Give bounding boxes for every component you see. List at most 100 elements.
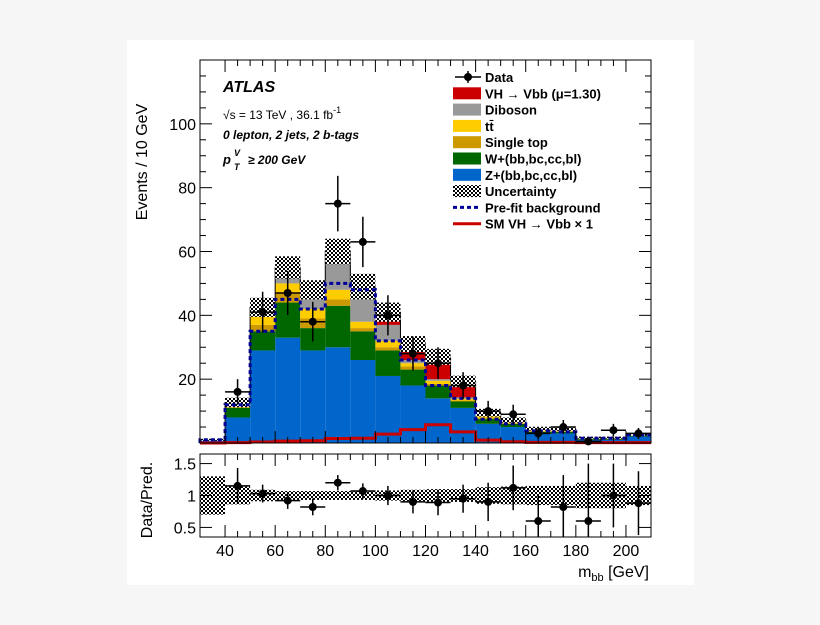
main-ytick-label-1: 40 [178,308,196,325]
uncertainty-bin-5 [325,238,351,265]
bar-wjets-bin-5 [325,305,351,348]
bar-zjets-bin-5 [325,347,351,443]
legend-label-3: tt̄ [485,119,494,134]
ratio-point-14 [584,517,593,526]
ratio-point-2 [283,496,292,505]
bar-singletop-bin-10 [450,400,476,402]
main-ytick-label-0: 20 [178,372,196,389]
bar-diboson-bin-9 [425,379,451,381]
uncertainty-bin-6 [350,273,376,300]
ratio-xtick-label-7: 180 [562,543,589,560]
data-point-11 [509,410,518,419]
bar-zjets-bin-12 [500,427,526,443]
energy-label-text: √s = 13 TeV , 36.1 fb [223,108,333,122]
data-point-7 [408,349,417,358]
data-point-13 [559,423,568,432]
legend-label-1: VH → Vbb (μ=1.30) [485,86,601,101]
data-point-16 [634,429,643,438]
main-axes: 20 40 60 80 100 [169,59,652,444]
bar-singletop-bin-6 [350,328,376,332]
bar-wjets-bin-8 [400,369,426,386]
legend-swatch-wjets [453,152,481,165]
legend-label-7: Uncertainty [485,184,557,199]
ratio-band-bin-4 [300,491,326,500]
legend-label-0: Data [485,70,514,85]
main-data-points [225,175,651,446]
legend-swatch-vh [453,87,481,100]
bar-zjets-bin-9 [425,398,451,443]
ratio-data-points [225,463,651,537]
ratio-xtick-label-0: 40 [216,543,234,560]
energy-label: √s = 13 TeV , 36.1 fb-1 [223,105,341,122]
ratio-ytick-label-0: 0.5 [174,520,196,537]
data-point-8 [434,359,443,368]
energy-label-sup: -1 [333,105,341,115]
bar-zjets-bin-7 [375,375,401,443]
data-point-4 [333,199,342,208]
ratio-point-13 [559,502,568,511]
ratio-uncertainty-band [200,476,651,515]
bar-zjets-bin-11 [475,423,501,443]
ptv-label-p: p [222,152,231,167]
bar-wjets-bin-2 [250,331,276,351]
legend-label-8: Pre-fit background [485,200,601,215]
bar-singletop-bin-5 [325,299,351,306]
ratio-point-11 [509,483,518,492]
ratio-xtick-label-3: 100 [362,543,389,560]
plot-canvas: 20 40 60 80 100 ATLAS √s = 13 TeV , 36.1 fb-… [134,59,652,584]
bar-zjets-bin-3 [275,337,301,443]
prefit-background-line [198,281,651,443]
data-point-0 [233,387,242,396]
legend-data-marker [464,73,472,81]
bar-wjets-bin-10 [450,401,476,408]
ratio-xtick-label-1: 60 [266,543,284,560]
bar-ttbar-bin-6 [350,321,376,329]
data-point-5 [358,237,367,246]
bar-zjets-bin-2 [250,350,276,443]
ratio-xtick-label-2: 80 [316,543,334,560]
bar-ttbar-bin-7 [375,340,401,348]
uncertainty-bin-4 [300,280,326,300]
ratio-point-10 [484,497,493,506]
bar-wjets-bin-11 [475,419,501,424]
ratio-xtick-label-8: 200 [613,543,640,560]
ratio-ytick-label-2: 1.5 [174,457,196,474]
ptv-label-rest: ≥ 200 GeV [248,153,306,167]
ratio-point-7 [408,497,417,506]
ratio-point-5 [358,487,367,496]
ratio-point-6 [383,491,392,500]
ratio-xtick-label-5: 140 [462,543,489,560]
legend-swatch-ttbar [453,119,481,132]
bar-zjets-bin-6 [350,360,376,443]
bar-wjets-bin-12 [500,423,526,428]
main-ytick-label-2: 60 [178,245,196,262]
ratio-axes: 0.5 1 1.5 40 60 80 100 120 140 160 180 200 [174,453,652,560]
bar-wjets-bin-9 [425,385,451,399]
bar-zjets-bin-8 [400,385,426,443]
legend-label-6: Z+(bb,bc,cc,bl) [485,168,577,183]
bar-wjets-bin-1 [225,407,251,418]
bar-zjets-bin-4 [300,350,326,443]
ptv-label-sub: T [234,162,241,172]
bar-singletop-bin-7 [375,347,401,351]
ratio-xtick-label-6: 160 [512,543,539,560]
data-point-12 [534,429,543,438]
atlas-label: ATLAS [222,79,275,96]
legend-swatch-diboson [453,103,481,116]
ratio-point-1 [258,489,267,498]
x-axis-label: mbb [GeV] [578,564,649,584]
data-point-6 [383,311,392,320]
x-axis-label-unit: [GeV] [604,564,649,581]
data-point-15 [609,426,618,435]
ratio-point-3 [308,502,317,511]
ratio-point-0 [233,481,242,490]
legend-swatch-uncertainty [453,185,481,198]
bar-wjets-bin-6 [350,331,376,361]
ratio-point-9 [459,494,468,503]
x-axis-label-sub: bb [591,572,603,584]
main-ytick-label-3: 80 [178,181,196,198]
legend-label-5: W+(bb,bc,cc,bl) [485,152,581,167]
ratio-point-12 [534,517,543,526]
ratio-point-8 [434,498,443,507]
